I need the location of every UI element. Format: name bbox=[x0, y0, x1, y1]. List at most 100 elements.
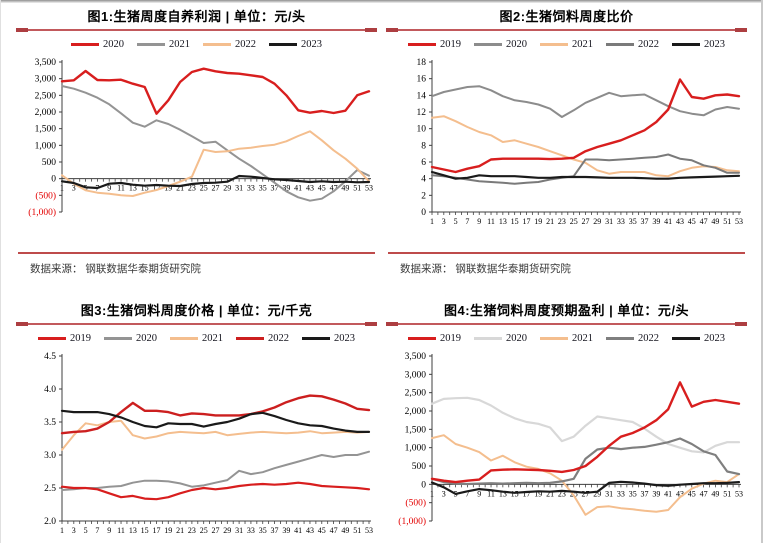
x-tick-label: 25 bbox=[200, 184, 208, 193]
x-tick-label: 53 bbox=[365, 184, 373, 193]
legend-label-2019: 2019 bbox=[440, 39, 461, 50]
x-tick-label: 3 bbox=[442, 217, 446, 226]
y-tick-label: 12 bbox=[417, 108, 427, 118]
x-tick-label: 47 bbox=[330, 526, 338, 535]
legend-swatch-2022 bbox=[606, 337, 634, 340]
chart2-source-note: 数据来源： 钢联数据华泰期货研究院 bbox=[400, 263, 571, 275]
x-tick-label: 11 bbox=[117, 526, 125, 535]
x-tick-label: 49 bbox=[341, 184, 349, 193]
x-tick-label: 23 bbox=[558, 217, 566, 226]
legend-item-2023: 2023 bbox=[672, 333, 725, 344]
series-line-2020 bbox=[430, 396, 741, 454]
legend-item-2023: 2023 bbox=[269, 39, 322, 50]
y-tick-label: (500) bbox=[405, 498, 426, 509]
x-tick-label: 13 bbox=[499, 217, 507, 226]
legend-label-2020: 2020 bbox=[506, 333, 527, 344]
legend-item-2020: 2020 bbox=[474, 333, 527, 344]
x-tick-label: 15 bbox=[141, 184, 149, 193]
x-tick-label: 27 bbox=[582, 217, 590, 226]
y-tick-label: 1,500 bbox=[35, 125, 57, 135]
x-tick-label: 53 bbox=[365, 526, 373, 535]
y-tick-label: 0 bbox=[51, 175, 56, 185]
legend-swatch-2019 bbox=[408, 337, 436, 340]
y-tick-label: 2 bbox=[421, 191, 426, 201]
chart4-panel: 图4:生猪饲料周度预期盈利 | 单位：元/头 2019 2020 2021 2022 2… bbox=[386, 302, 747, 538]
x-tick-label: 35 bbox=[259, 184, 267, 193]
x-tick-label: 29 bbox=[223, 184, 231, 193]
legend-item-2019: 2019 bbox=[408, 39, 461, 50]
chart1-separator-line bbox=[18, 252, 375, 254]
y-tick-label: (500) bbox=[35, 190, 56, 201]
series-line-2021 bbox=[431, 434, 740, 516]
x-tick-label: 19 bbox=[534, 489, 542, 498]
x-tick-label: 35 bbox=[629, 217, 637, 226]
series-line-2019 bbox=[430, 381, 741, 484]
legend-swatch-2022 bbox=[203, 43, 231, 46]
legend-label-2020: 2020 bbox=[506, 39, 527, 50]
x-tick-label: 25 bbox=[200, 526, 208, 535]
legend-item-2022: 2022 bbox=[606, 39, 659, 50]
legend-label-2021: 2021 bbox=[572, 39, 593, 50]
x-tick-label: 33 bbox=[617, 489, 625, 498]
legend-item-2022: 2022 bbox=[203, 39, 256, 50]
x-tick-label: 31 bbox=[235, 184, 243, 193]
x-tick-label: 47 bbox=[700, 217, 708, 226]
x-tick-label: 17 bbox=[522, 489, 530, 498]
x-tick-label: 33 bbox=[617, 217, 625, 226]
x-tick-label: 31 bbox=[605, 217, 613, 226]
legend-swatch-2022 bbox=[236, 337, 264, 340]
y-tick-label: 1,000 bbox=[405, 444, 427, 454]
x-tick-label: 1 bbox=[60, 184, 64, 193]
x-tick-label: 47 bbox=[700, 489, 708, 498]
series-line-2020 bbox=[61, 450, 370, 491]
x-tick-label: 19 bbox=[164, 184, 172, 193]
legend-label-2022: 2022 bbox=[235, 39, 256, 50]
x-tick-label: 37 bbox=[271, 526, 279, 535]
legend-item-2020: 2020 bbox=[104, 333, 157, 344]
y-tick-label: 0 bbox=[421, 208, 426, 218]
series-line-2021 bbox=[61, 85, 370, 202]
x-tick-label: 19 bbox=[534, 217, 542, 226]
y-tick-label: 3,000 bbox=[35, 75, 57, 85]
chart2-title: 图2:生猪饲料周度比价 bbox=[499, 9, 634, 24]
y-tick-label: 500 bbox=[412, 462, 427, 472]
legend-label-2023: 2023 bbox=[301, 39, 322, 50]
y-tick-label: 16 bbox=[417, 75, 427, 85]
legend-item-2022: 2022 bbox=[236, 333, 289, 344]
x-tick-label: 13 bbox=[129, 184, 137, 193]
series-line-2023 bbox=[430, 170, 741, 180]
x-tick-label: 7 bbox=[95, 526, 99, 535]
legend-item-2021: 2021 bbox=[170, 333, 223, 344]
x-tick-label: 11 bbox=[487, 489, 495, 498]
chart3-title-underline bbox=[16, 322, 377, 326]
x-tick-label: 51 bbox=[723, 489, 731, 498]
legend-label-2021: 2021 bbox=[572, 333, 593, 344]
y-tick-label: 6 bbox=[421, 158, 426, 168]
legend-item-2023: 2023 bbox=[302, 333, 355, 344]
series-line-2023 bbox=[60, 174, 371, 190]
legend-swatch-2019 bbox=[38, 337, 66, 340]
chart1-panel: 图1:生猪周度自养利润 | 单位：元/头 2020 2021 2022 2023 3,… bbox=[16, 8, 377, 276]
x-tick-label: 43 bbox=[306, 184, 314, 193]
legend-label-2021: 2021 bbox=[169, 39, 190, 50]
y-tick-label: 2,000 bbox=[35, 108, 57, 118]
x-tick-label: 39 bbox=[652, 217, 660, 226]
x-tick-label: 51 bbox=[723, 217, 731, 226]
legend-swatch-2021 bbox=[170, 337, 198, 340]
x-tick-label: 45 bbox=[688, 217, 696, 226]
x-tick-label: 45 bbox=[318, 526, 326, 535]
legend-item-2019: 2019 bbox=[408, 333, 461, 344]
x-tick-label: 29 bbox=[593, 217, 601, 226]
x-tick-label: 31 bbox=[235, 526, 243, 535]
chart3-panel: 图3:生猪饲料周度价格 | 单位：元/千克 2019 2020 2021 2022 20… bbox=[16, 302, 377, 538]
legend-item-2019: 2019 bbox=[38, 333, 91, 344]
legend-item-2021: 2021 bbox=[540, 333, 593, 344]
x-tick-label: 17 bbox=[152, 526, 160, 535]
y-tick-label: 3,000 bbox=[405, 370, 427, 380]
legend-item-2020: 2020 bbox=[71, 39, 124, 50]
y-tick-label: 4 bbox=[421, 175, 426, 185]
series-line-2022 bbox=[431, 153, 740, 185]
legend-swatch-2020 bbox=[104, 337, 132, 340]
x-tick-label: 27 bbox=[212, 526, 220, 535]
